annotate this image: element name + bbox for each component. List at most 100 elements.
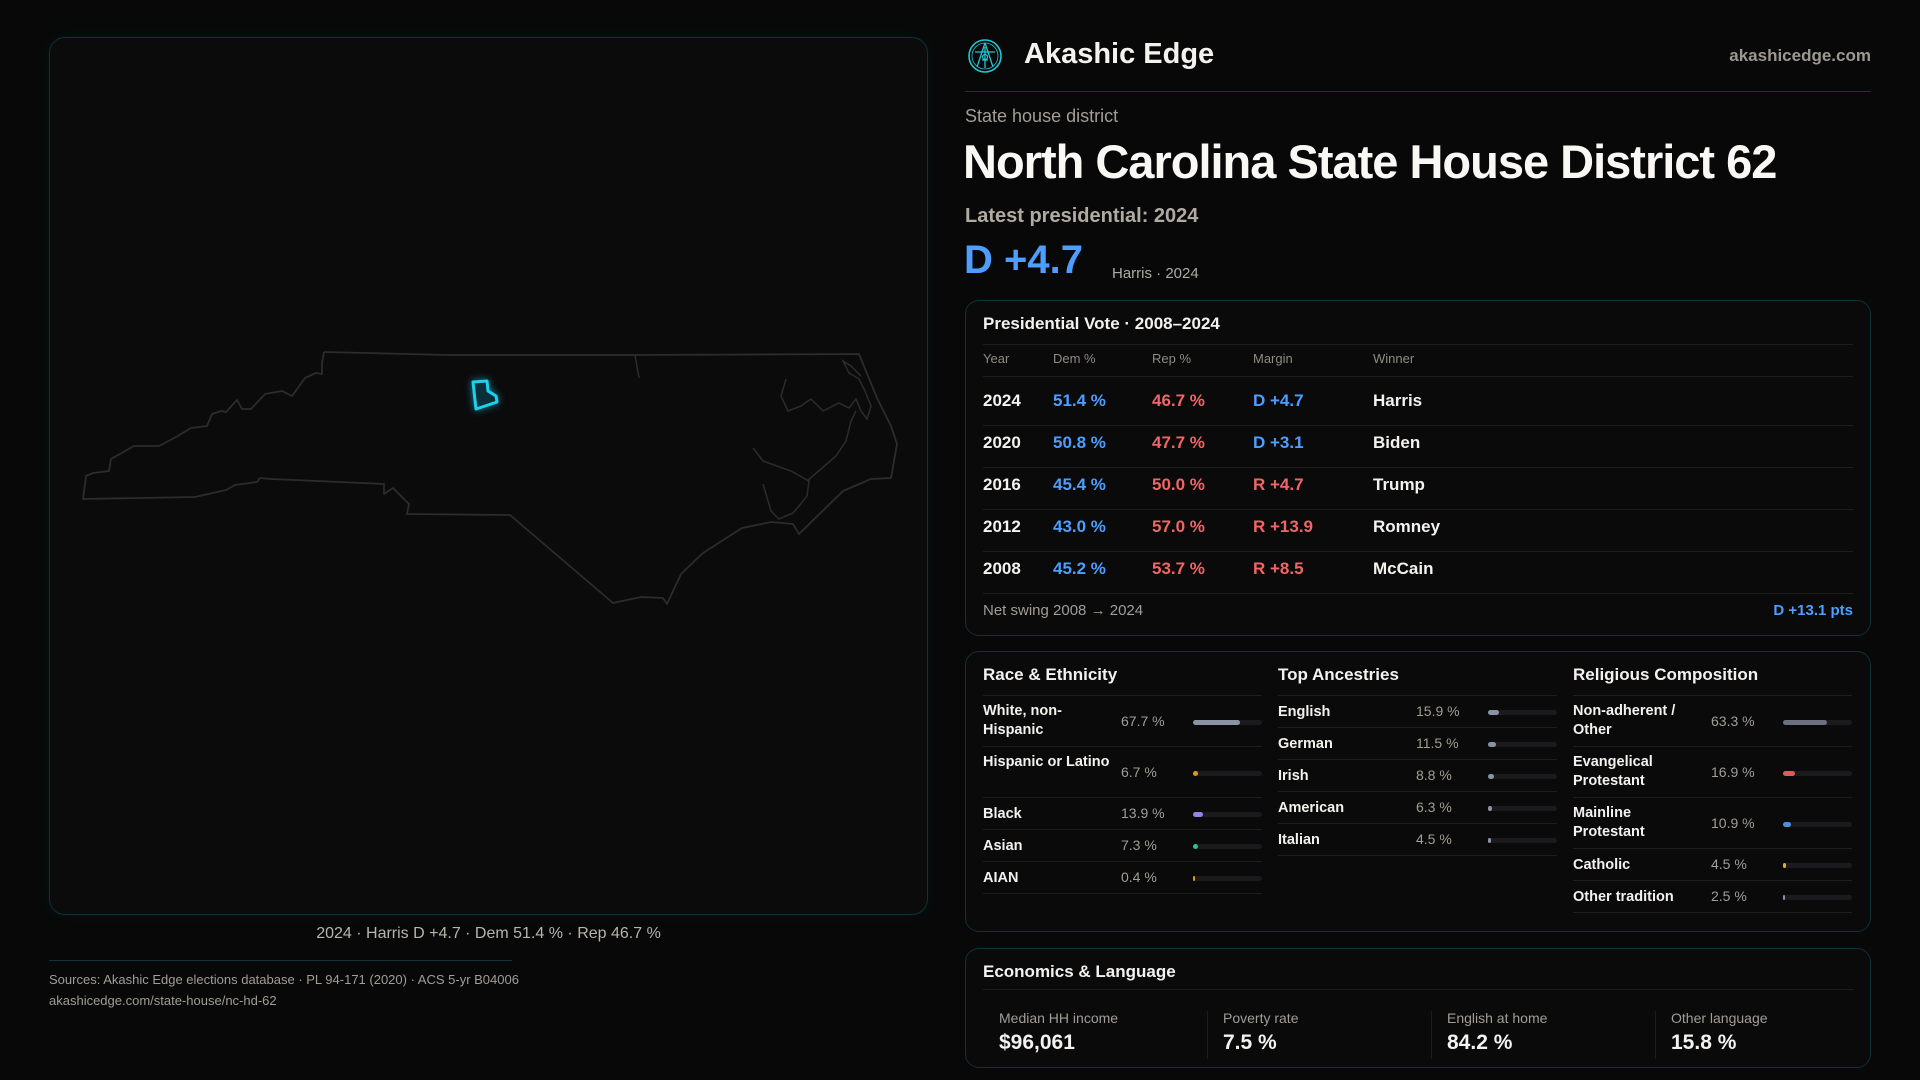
cell-dem: 45.2 % (1053, 559, 1106, 578)
bar-fill (1488, 838, 1492, 843)
table-row[interactable]: 2012 43.0 % 57.0 % R +13.9 Romney (966, 510, 1870, 552)
bar-fill (1193, 876, 1195, 881)
bar-fill (1783, 719, 1827, 725)
map-panel[interactable] (49, 37, 928, 915)
net-swing-value: D +13.1 pts (1773, 602, 1853, 619)
cell-margin: D +3.1 (1253, 433, 1304, 452)
bar-track (1488, 774, 1557, 779)
demographic-row: Italian 4.5 % (1278, 824, 1557, 856)
bar-track (1783, 863, 1852, 868)
row-divider (983, 467, 1853, 468)
row-label: Evangelical Protestant (1573, 754, 1653, 789)
cell-winner: McCain (1373, 559, 1434, 578)
row-label: Non-adherent / Other (1573, 703, 1676, 738)
demographic-row: Mainline Protestant 10.9 % (1573, 798, 1852, 849)
cell-rep: 46.7 % (1152, 391, 1205, 410)
row-divider (1573, 880, 1852, 881)
row-divider (1278, 855, 1557, 856)
row-label: Irish (1278, 768, 1309, 784)
row-value: 6.3 % (1416, 799, 1452, 815)
row-label: Mainline Protestant (1573, 805, 1645, 840)
bar-fill (1488, 742, 1496, 747)
table-row[interactable]: 2024 51.4 % 46.7 % D +4.7 Harris (966, 384, 1870, 426)
row-value: 4.5 % (1416, 831, 1452, 847)
source-url-link[interactable]: akashicedge.com/state-house/nc-hd-62 (49, 993, 277, 1008)
table-row[interactable]: 2016 45.4 % 50.0 % R +4.7 Trump (966, 468, 1870, 510)
sound-shoreline (806, 410, 857, 482)
row-divider (1573, 746, 1852, 747)
cell-rep: 53.7 % (1152, 559, 1205, 578)
row-value: 7.3 % (1121, 837, 1157, 853)
bar-track (1783, 895, 1852, 900)
brand-name: Akashic Edge (1024, 38, 1215, 70)
bar-track (1488, 710, 1557, 715)
demographic-row: Irish 8.8 % (1278, 760, 1557, 792)
bar-track (1193, 844, 1262, 849)
sources-text: Sources: Akashic Edge elections database… (49, 972, 519, 987)
bar-fill (1488, 774, 1495, 779)
table-row[interactable]: 2020 50.8 % 47.7 % D +3.1 Biden (966, 426, 1870, 468)
demographic-row: Non-adherent / Other 63.3 % (1573, 696, 1852, 747)
bar-track (1783, 821, 1852, 827)
stat-0: Median HH income $96,061 (983, 949, 1207, 1069)
section-title: Religious Composition (1573, 665, 1759, 684)
demographic-column: Religious Composition Non-adherent / Othe… (1573, 652, 1852, 933)
cell-margin: D +4.7 (1253, 391, 1304, 410)
stat-label: Other language (1671, 1010, 1768, 1026)
table-row[interactable]: 2008 45.2 % 53.7 % R +8.5 McCain (966, 552, 1870, 594)
bar-track (1193, 812, 1262, 817)
divider (1278, 695, 1557, 696)
cell-margin: R +4.7 (1253, 475, 1304, 494)
brand-url-link[interactable]: akashicedge.com (1729, 46, 1871, 65)
demographic-row: Hispanic or Latino 6.7 % (983, 747, 1262, 798)
map-caption: 2024 · Harris D +4.7 · Dem 51.4 % · Rep … (316, 925, 661, 942)
demographic-row: AIAN 0.4 % (983, 862, 1262, 894)
district-62-shape[interactable] (471, 379, 499, 411)
bar-track (1193, 876, 1262, 881)
cell-margin: R +8.5 (1253, 559, 1304, 578)
row-value: 11.5 % (1416, 735, 1459, 751)
bar-fill (1193, 719, 1240, 725)
demographic-row: Other tradition 2.5 % (1573, 881, 1852, 913)
stat-divider (1431, 1011, 1432, 1059)
cell-rep: 50.0 % (1152, 475, 1205, 494)
column-header: Winner (1373, 351, 1415, 366)
stat-2: English at home 84.2 % (1431, 949, 1655, 1069)
district-map[interactable] (50, 38, 929, 916)
demographic-row: German 11.5 % (1278, 728, 1557, 760)
sources-divider (49, 960, 512, 961)
stat-label: English at home (1447, 1010, 1548, 1026)
row-divider (983, 861, 1262, 862)
stat-divider (1655, 1011, 1656, 1059)
cell-rep: 57.0 % (1152, 517, 1205, 536)
demographic-row: White, non-Hispanic 67.7 % (983, 696, 1262, 747)
row-label: English (1278, 704, 1331, 720)
net-swing-label: Net swing 2008 → 2024 (983, 602, 1144, 619)
column-header: Dem % (1053, 351, 1096, 366)
bar-fill (1488, 710, 1499, 715)
row-value: 67.7 % (1121, 712, 1165, 729)
row-divider (1573, 797, 1852, 798)
sound-shoreline (780, 358, 872, 421)
row-value: 6.7 % (1121, 763, 1157, 780)
district-type-label: State house district (965, 106, 1119, 126)
row-divider (983, 797, 1262, 798)
stat-label: Median HH income (999, 1010, 1119, 1026)
bar-fill (1783, 821, 1791, 827)
demographic-column: Race & Ethnicity White, non-Hispanic 67.7 … (983, 652, 1262, 933)
bar-track (1488, 806, 1557, 811)
row-divider (983, 551, 1853, 552)
row-value: 8.8 % (1416, 767, 1452, 783)
cell-rep: 47.7 % (1152, 433, 1205, 452)
stat-3: Other language 15.8 % (1655, 949, 1879, 1069)
column-header: Margin (1253, 351, 1293, 366)
bar-track (1783, 770, 1852, 776)
row-value: 2.5 % (1711, 888, 1747, 904)
row-label: Black (983, 806, 1022, 822)
card-title: Presidential Vote · 2008–2024 (983, 314, 1220, 333)
cell-year: 2012 (983, 517, 1021, 536)
row-label: German (1278, 736, 1333, 752)
bar-track (1488, 838, 1557, 843)
page-title: North Carolina State House District 62 (963, 135, 1777, 188)
cell-year: 2008 (983, 559, 1021, 578)
